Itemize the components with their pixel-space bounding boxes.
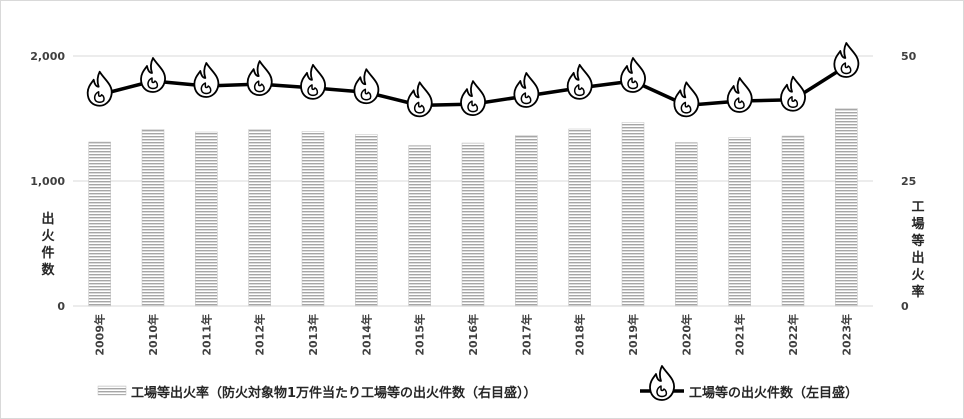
- bar-2020年: [675, 142, 698, 307]
- left-axis-label: 出火件数: [41, 211, 55, 278]
- flame-icon: [833, 42, 860, 78]
- bar-2023年: [835, 108, 858, 307]
- bar-2017年: [515, 135, 538, 307]
- x-tick-label: 2023年: [839, 314, 853, 356]
- flame-icon: [86, 70, 113, 107]
- x-tick-label: 2014年: [359, 314, 373, 356]
- flame-icon: [513, 72, 540, 108]
- axis-labels: 出火件数 工場等出火率: [41, 200, 925, 300]
- bar-series: [88, 108, 858, 307]
- x-tick-label: 2022年: [786, 314, 800, 356]
- x-tick-label: 2019年: [626, 314, 640, 356]
- legend-bar-label: 工場等出火率（防火対象物1万件当たり工場等の出火件数（右目盛））: [131, 385, 537, 401]
- right-tick-label: 25: [901, 175, 916, 188]
- legend-line-label: 工場等の出火件数（左目盛）: [689, 385, 858, 401]
- flame-icon: [193, 62, 220, 98]
- x-tick-label: 2016年: [466, 314, 480, 356]
- bar-2014年: [355, 134, 378, 307]
- x-tick-label: 2012年: [253, 314, 267, 356]
- flame-icon: [460, 80, 486, 117]
- legend: 工場等出火率（防火対象物1万件当たり工場等の出火件数（右目盛）） 工場等の出火件数…: [97, 365, 858, 401]
- x-tick-label: 2018年: [573, 314, 587, 356]
- x-tick-label: 2009年: [93, 314, 107, 356]
- bar-2012年: [248, 129, 271, 307]
- legend-bar-swatch: [97, 385, 127, 396]
- left-tick-label: 2,000: [30, 50, 65, 63]
- flame-icon: [673, 81, 700, 118]
- bar-2019年: [621, 122, 645, 307]
- bar-2011年: [195, 131, 218, 307]
- x-tick-label: 2013年: [306, 314, 320, 356]
- flame-icon: [620, 57, 646, 93]
- line-series: [86, 42, 860, 118]
- x-tick-label: 2020年: [679, 314, 693, 356]
- x-tick-label: 2021年: [733, 314, 747, 356]
- bar-2021年: [728, 137, 751, 307]
- left-tick-label: 1,000: [30, 175, 65, 188]
- bar-2018年: [568, 128, 591, 307]
- flame-icon: [140, 57, 166, 93]
- flame-icon: [649, 365, 675, 401]
- bar-2022年: [781, 135, 805, 307]
- flame-icon: [246, 60, 273, 97]
- bar-2010年: [141, 129, 165, 307]
- flame-icon: [300, 63, 326, 100]
- x-tick-label: 2010年: [146, 314, 160, 356]
- left-axis-ticks: 0 1,000 2,000: [30, 50, 65, 313]
- flame-icon: [780, 75, 806, 112]
- right-tick-label: 50: [901, 50, 917, 63]
- bar-2009年: [88, 141, 111, 307]
- x-axis-ticks: 2009年 2010年 2011年 2012年 2013年 2014年 2015年 2016年…: [93, 314, 854, 356]
- bar-2013年: [301, 131, 325, 307]
- x-tick-label: 2011年: [199, 314, 213, 356]
- x-tick-label: 2017年: [519, 314, 533, 356]
- left-tick-label: 0: [57, 300, 65, 313]
- bar-2016年: [461, 142, 485, 307]
- flame-icon: [353, 68, 380, 105]
- bar-2015年: [408, 145, 431, 307]
- right-axis-ticks: 0 25 50: [901, 50, 917, 313]
- flame-icon: [566, 63, 593, 100]
- right-axis-label: 工場等出火率: [910, 200, 925, 300]
- x-tick-label: 2015年: [413, 314, 427, 356]
- flame-icon: [406, 81, 433, 118]
- flame-icon: [726, 77, 753, 113]
- right-tick-label: 0: [901, 300, 909, 313]
